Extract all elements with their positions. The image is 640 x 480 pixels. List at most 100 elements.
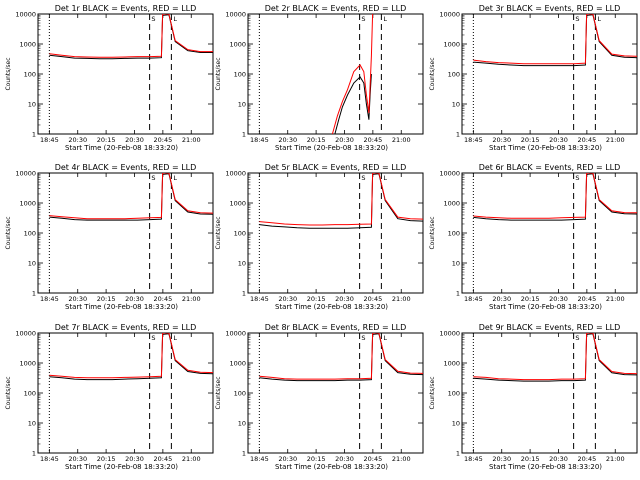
chart-6: Det 6r BLACK = Events, RED = LLD 1 10 100 10… — [429, 163, 638, 311]
event-marker-label: L — [597, 334, 601, 342]
series-events-line — [49, 14, 213, 60]
y-tick-label: 1 — [456, 131, 460, 139]
series-lld-line — [331, 14, 374, 134]
plot-frame — [247, 172, 424, 294]
series-events-line — [473, 173, 637, 221]
x-tick-label: 20:30 — [335, 455, 354, 463]
y-axis-label: Counts/sec — [429, 57, 436, 90]
x-tick-label: 20:45 — [153, 295, 172, 303]
y-tick-label: 1 — [456, 290, 460, 298]
x-tick-label: 21:00 — [182, 136, 201, 144]
y-tick-label: 100 — [24, 230, 36, 238]
y-tick-label: 10 — [238, 420, 246, 428]
x-axis-label: Start Time (20-Feb-08 18:33:20) — [65, 303, 178, 311]
x-axis-label: Start Time (20-Feb-08 18:33:20) — [275, 144, 388, 152]
series-events-line — [259, 173, 423, 229]
y-tick-label: 10 — [238, 260, 246, 268]
y-tick-label: 1 — [242, 290, 246, 298]
x-tick-label: 20:15 — [97, 295, 116, 303]
y-tick-label: 1000 — [443, 200, 460, 208]
x-tick-label: 20:15 — [521, 295, 540, 303]
x-tick-label: 20:15 — [307, 295, 326, 303]
y-tick-label: 1000 — [229, 200, 246, 208]
x-tick-label: 20:30 — [549, 295, 568, 303]
event-marker-label: L — [173, 15, 177, 23]
y-tick-label: 10000 — [439, 330, 460, 338]
x-axis-label: Start Time (20-Feb-08 18:33:20) — [65, 144, 178, 152]
x-tick-label: 18:45 — [464, 455, 483, 463]
chart-title: Det 1r BLACK = Events, RED = LLD — [55, 4, 197, 13]
event-marker-label: S — [151, 174, 155, 182]
x-tick-label: 20:30 — [492, 455, 511, 463]
y-tick-label: 10000 — [225, 330, 246, 338]
chart-title: Det 4r BLACK = Events, RED = LLD — [55, 163, 197, 172]
y-tick-label: 1 — [456, 450, 460, 458]
y-axis-label: Counts/sec — [215, 216, 222, 249]
series-events-line — [49, 173, 213, 221]
x-tick-label: 20:30 — [335, 136, 354, 144]
y-tick-label: 1 — [32, 290, 36, 298]
y-tick-label: 10000 — [15, 330, 36, 338]
y-tick-label: 10 — [28, 101, 36, 109]
x-tick-label: 20:30 — [278, 455, 297, 463]
y-tick-label: 100 — [24, 71, 36, 79]
x-tick-label: 20:30 — [68, 136, 87, 144]
series-lld-line — [473, 14, 637, 65]
series-events-line — [259, 333, 423, 382]
series-lld-line — [49, 333, 213, 379]
y-tick-label: 1000 — [443, 41, 460, 49]
series-lld-line — [49, 173, 213, 220]
chart-title: Det 5r BLACK = Events, RED = LLD — [265, 163, 407, 172]
x-tick-label: 20:15 — [307, 136, 326, 144]
y-tick-label: 10000 — [15, 11, 36, 19]
plot-frame — [37, 172, 214, 294]
x-tick-label: 18:45 — [464, 136, 483, 144]
x-tick-label: 20:15 — [97, 455, 116, 463]
y-tick-label: 10000 — [15, 170, 36, 178]
y-tick-label: 10 — [452, 260, 460, 268]
y-axis-label: Counts/sec — [215, 57, 222, 90]
x-axis-label: Start Time (20-Feb-08 18:33:20) — [489, 463, 602, 471]
chart-9: Det 9r BLACK = Events, RED = LLD 1 10 100 10… — [429, 323, 638, 471]
event-marker-label: L — [383, 15, 387, 23]
chart-title: Det 6r BLACK = Events, RED = LLD — [479, 163, 621, 172]
event-marker-label: L — [597, 174, 601, 182]
x-axis-label: Start Time (20-Feb-08 18:33:20) — [275, 303, 388, 311]
y-tick-label: 10 — [28, 420, 36, 428]
chart-title: Det 9r BLACK = Events, RED = LLD — [479, 323, 621, 332]
x-tick-label: 18:45 — [250, 136, 269, 144]
x-tick-label: 20:15 — [97, 136, 116, 144]
event-marker-label: L — [173, 334, 177, 342]
chart-title: Det 2r BLACK = Events, RED = LLD — [265, 4, 407, 13]
y-tick-label: 1000 — [19, 360, 36, 368]
y-tick-label: 1000 — [19, 41, 36, 49]
chart-title: Det 8r BLACK = Events, RED = LLD — [265, 323, 407, 332]
x-tick-label: 18:45 — [250, 455, 269, 463]
y-axis-label: Counts/sec — [429, 376, 436, 409]
chart-2: Det 2r BLACK = Events, RED = LLD 1 10 100 10… — [215, 4, 424, 152]
x-tick-label: 20:15 — [521, 136, 540, 144]
x-tick-label: 21:00 — [392, 455, 411, 463]
y-tick-label: 1000 — [229, 41, 246, 49]
y-tick-label: 100 — [448, 71, 460, 79]
chart-8: Det 8r BLACK = Events, RED = LLD 1 10 100 10… — [215, 323, 424, 471]
x-tick-label: 20:30 — [278, 136, 297, 144]
plot-frame — [247, 332, 424, 454]
event-marker-label: S — [575, 334, 579, 342]
x-tick-label: 20:45 — [363, 136, 382, 144]
x-tick-label: 20:45 — [153, 455, 172, 463]
y-tick-label: 1 — [32, 450, 36, 458]
y-tick-label: 10000 — [225, 11, 246, 19]
y-tick-label: 10 — [28, 260, 36, 268]
event-marker-label: S — [361, 174, 365, 182]
event-marker-label: L — [597, 15, 601, 23]
y-tick-label: 100 — [448, 230, 460, 238]
chart-5: Det 5r BLACK = Events, RED = LLD 1 10 100 10… — [215, 163, 424, 311]
x-tick-label: 20:30 — [125, 295, 144, 303]
x-tick-label: 20:45 — [363, 455, 382, 463]
chart-4: Det 4r BLACK = Events, RED = LLD 1 10 100 10… — [5, 163, 214, 311]
event-marker-label: L — [383, 334, 387, 342]
y-tick-label: 100 — [24, 390, 36, 398]
x-axis-label: Start Time (20-Feb-08 18:33:20) — [65, 463, 178, 471]
